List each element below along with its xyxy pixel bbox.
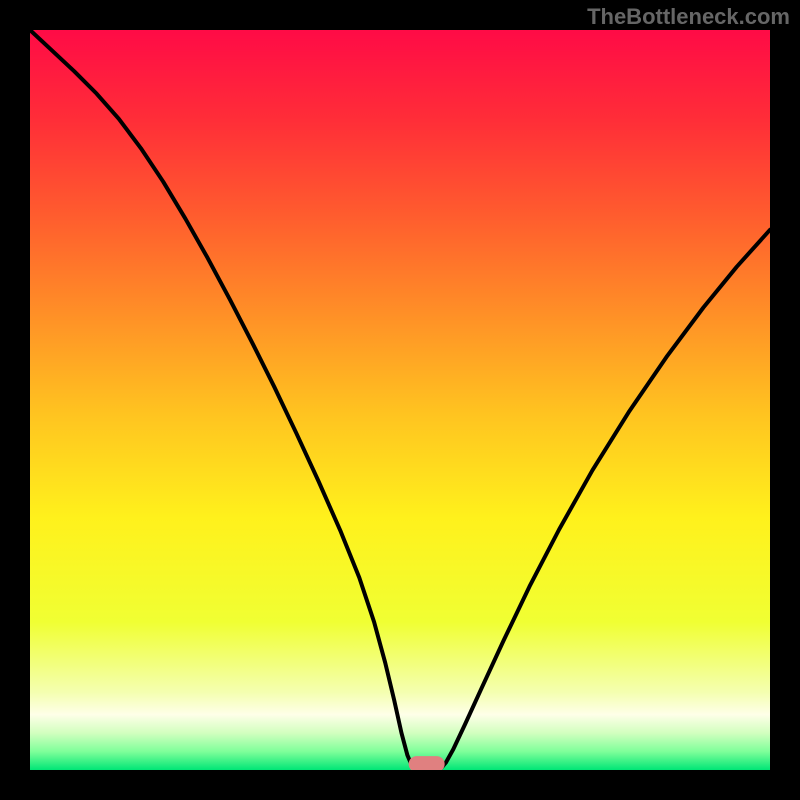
gradient-background xyxy=(30,30,770,770)
chart-container: TheBottleneck.com xyxy=(0,0,800,800)
chart-svg xyxy=(30,30,770,770)
watermark-text: TheBottleneck.com xyxy=(587,4,790,30)
optimal-marker xyxy=(409,756,445,770)
plot-area xyxy=(30,30,770,770)
